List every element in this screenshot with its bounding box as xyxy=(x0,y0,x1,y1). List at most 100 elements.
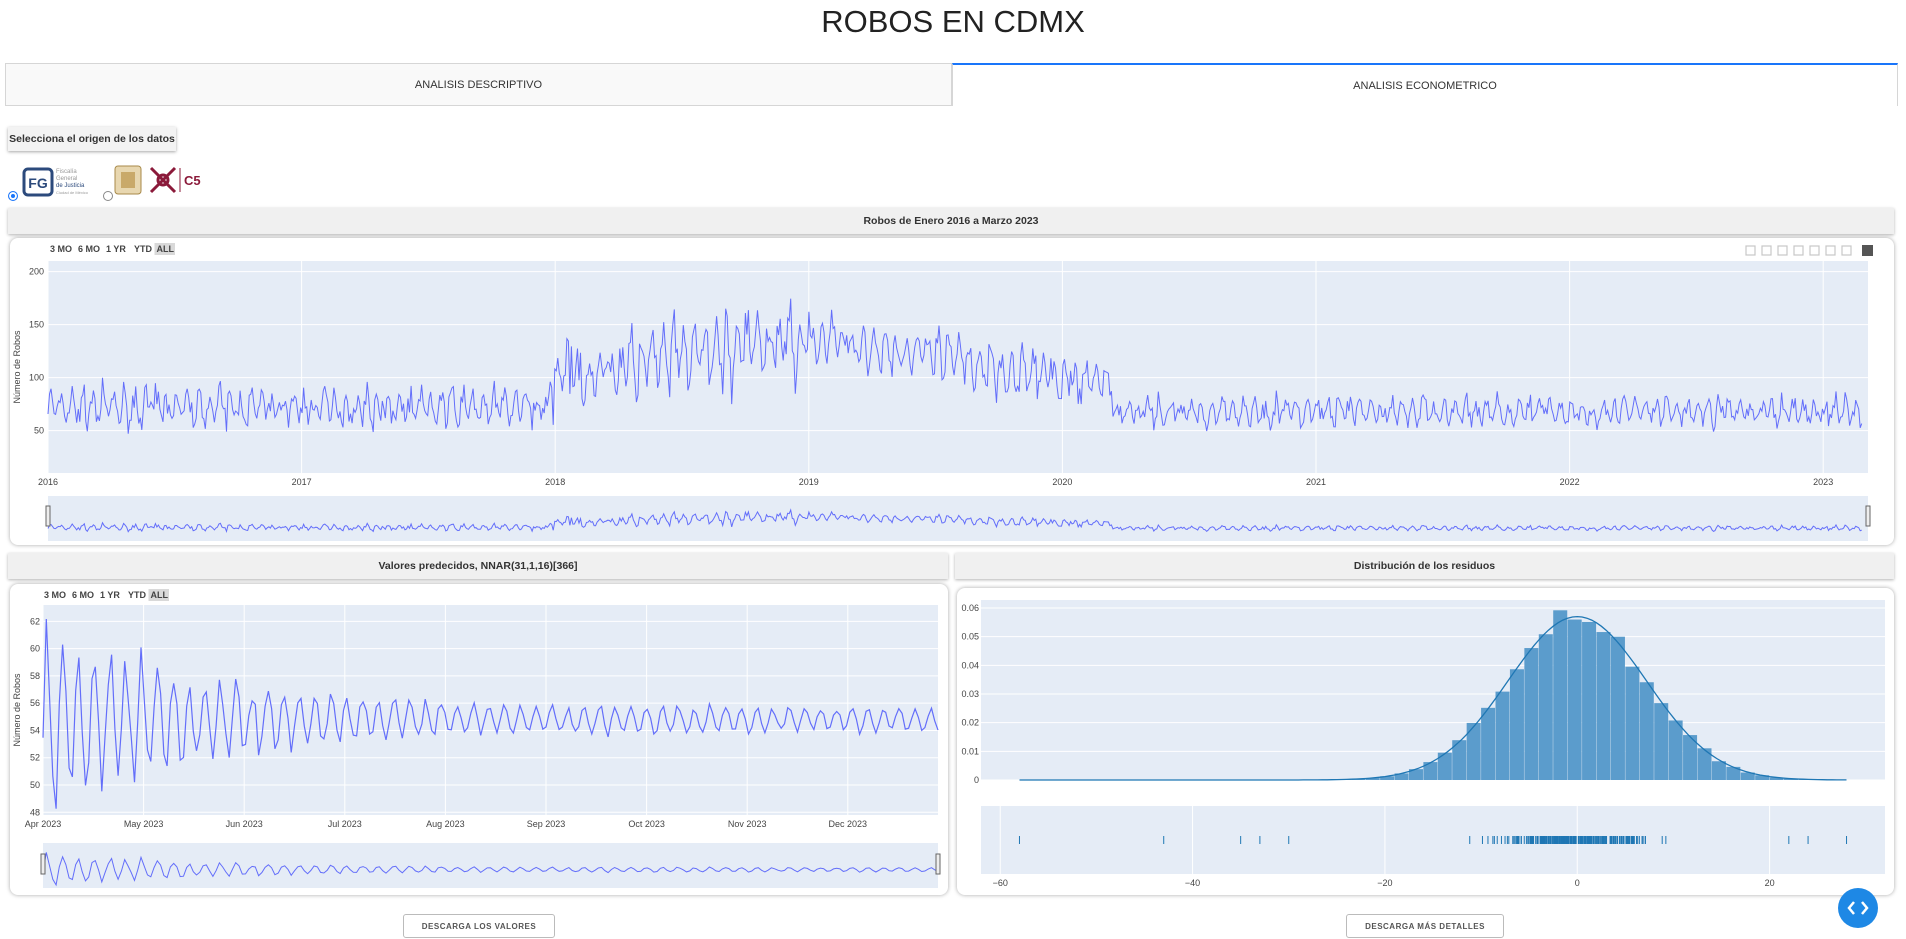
pred-rangeslider xyxy=(43,843,938,888)
fgj-logo-line-4: Ciudad de México xyxy=(56,190,89,195)
pred-chart-title: Valores predecidos, NNAR(31,1,16)[366] xyxy=(8,553,948,579)
resid-y-tick: 0.03 xyxy=(961,689,979,699)
pred-x-tick: Sep 2023 xyxy=(527,819,566,829)
main-x-tick: 2022 xyxy=(1560,477,1580,487)
histogram-bar xyxy=(1639,682,1654,780)
range-button-bg xyxy=(154,243,175,255)
pred-x-tick: Jun 2023 xyxy=(226,819,263,829)
camera-icon xyxy=(1745,245,1756,256)
pred-rangeslider-handle-left xyxy=(40,853,46,875)
main-x-tick: 2019 xyxy=(799,477,819,487)
histogram-bar xyxy=(1567,619,1582,780)
histogram-bar xyxy=(1726,766,1741,780)
c5-logo: C5 xyxy=(113,162,213,198)
pred-y-tick: 48 xyxy=(30,807,40,817)
pred-x-tick: Dec 2023 xyxy=(829,819,868,829)
source-radio-fgj[interactable] xyxy=(8,191,18,201)
histogram-bar xyxy=(1610,636,1625,780)
tab-descriptive[interactable]: ANALISIS DESCRIPTIVO xyxy=(5,63,952,106)
range-button-all: ALL xyxy=(151,590,169,600)
fgj-logo: FG Fiscalía General de Justicia Ciudad d… xyxy=(22,163,102,201)
pred-series-line xyxy=(42,618,939,809)
home-icon xyxy=(1841,245,1852,256)
rangeslider-handle-right xyxy=(1865,505,1871,527)
main-x-tick: 2021 xyxy=(1306,477,1326,487)
download-details-button[interactable]: DESCARGA MÁS DETALLES xyxy=(1346,914,1504,938)
histogram-bar xyxy=(1495,691,1510,780)
histogram-bar xyxy=(1654,703,1669,780)
resid-chart-card: 0 0.01 0.02 0.03 0.04 0.05 0.06 −60 −40 −20 0 20 xyxy=(957,588,1894,895)
zoom-out-icon xyxy=(1809,245,1820,256)
autoscale-icon xyxy=(1825,245,1836,256)
main-series-line xyxy=(47,298,1863,434)
histogram-bar xyxy=(1380,776,1395,780)
pred-rangeslider-line xyxy=(42,852,939,887)
c5-logo-text: C5 xyxy=(184,173,201,188)
resid-chart[interactable]: 0 0.01 0.02 0.03 0.04 0.05 0.06 −60 −40 −20 0 20 xyxy=(957,588,1894,895)
histogram-bar xyxy=(1394,773,1409,780)
source-radio-c5[interactable] xyxy=(103,191,113,201)
histogram-bar xyxy=(1625,666,1640,780)
resid-y-tick: 0.06 xyxy=(961,603,979,613)
range-button-3-mo: 3 MO xyxy=(50,244,72,254)
main-y-tick: 50 xyxy=(34,426,44,436)
zoom-in-icon xyxy=(1793,245,1804,256)
fgj-logo-line-2: General xyxy=(56,176,77,182)
pan-icon xyxy=(1777,245,1788,256)
pred-y-tick: 54 xyxy=(30,725,40,735)
pred-y-tick: 62 xyxy=(30,616,40,626)
range-button-all: ALL xyxy=(157,244,175,254)
resid-x-tick: −60 xyxy=(993,878,1008,888)
pred-rangeslider-handle-right xyxy=(935,853,941,875)
histogram-bar xyxy=(1582,621,1597,780)
main-rangeslider xyxy=(48,496,1868,541)
pred-x-tick: Jul 2023 xyxy=(328,819,362,829)
zoom-icon xyxy=(1761,245,1772,256)
resid-y-tick: 0.05 xyxy=(961,632,979,642)
pred-x-tick: Nov 2023 xyxy=(728,819,767,829)
main-plot-area xyxy=(48,261,1868,473)
resid-x-tick: 20 xyxy=(1765,878,1775,888)
resid-plot-area xyxy=(981,600,1885,780)
pred-x-tick: Oct 2023 xyxy=(628,819,665,829)
main-y-tick: 100 xyxy=(29,373,44,383)
histogram-bar xyxy=(1437,752,1452,780)
resid-chart-title: Distribución de los residuos xyxy=(955,553,1894,579)
fgj-logo-line-3: de Justicia xyxy=(56,183,85,189)
histogram-bar xyxy=(1466,722,1481,780)
histogram-bar xyxy=(1668,720,1683,780)
histogram-bar xyxy=(1755,775,1770,780)
pred-y-tick: 50 xyxy=(30,780,40,790)
range-button-6-mo: 6 MO xyxy=(72,590,94,600)
histogram-bar xyxy=(1769,777,1784,780)
histogram-bar xyxy=(1481,707,1496,780)
rug-plot-area xyxy=(981,806,1885,874)
main-chart-card: 50 100 150 200 2016 2017 2018 2019 2020 2021 2022 2… xyxy=(10,238,1894,545)
density-curve xyxy=(1019,615,1847,781)
resid-x-tick: −20 xyxy=(1377,878,1392,888)
rangeslider-handle-left xyxy=(45,505,51,527)
resid-y-tick: 0.04 xyxy=(961,660,979,670)
histogram-bar xyxy=(1524,648,1539,780)
range-button-1-yr: 1 YR xyxy=(100,590,120,600)
svg-text:FG: FG xyxy=(28,175,48,191)
histogram-bar xyxy=(1509,669,1524,780)
histogram-bar xyxy=(1596,632,1611,780)
pred-chart[interactable]: 48 50 52 54 56 58 60 62 Apr 2023 May 2023 Jun 2023… xyxy=(10,584,948,895)
main-y-label: Número de Robos xyxy=(12,330,22,404)
main-chart-title: Robos de Enero 2016 a Marzo 2023 xyxy=(8,208,1894,234)
tab-econometric[interactable]: ANALISIS ECONOMETRICO xyxy=(952,63,1898,106)
histogram-bar xyxy=(1697,748,1712,780)
pred-y-tick: 58 xyxy=(30,671,40,681)
histogram-bar xyxy=(1365,778,1380,780)
histogram-bar xyxy=(1740,772,1755,780)
resid-x-tick: 0 xyxy=(1575,878,1580,888)
histogram-bar xyxy=(1683,735,1698,780)
code-toggle-button[interactable] xyxy=(1838,888,1878,928)
histogram-bar xyxy=(1423,762,1438,780)
main-x-tick: 2018 xyxy=(545,477,565,487)
data-source-button[interactable]: Selecciona el origen de los datos xyxy=(8,127,176,151)
pred-x-tick: Aug 2023 xyxy=(426,819,465,829)
download-values-button[interactable]: DESCARGA LOS VALORES xyxy=(403,914,555,938)
main-chart[interactable]: 50 100 150 200 2016 2017 2018 2019 2020 2021 2022 2… xyxy=(10,238,1894,545)
